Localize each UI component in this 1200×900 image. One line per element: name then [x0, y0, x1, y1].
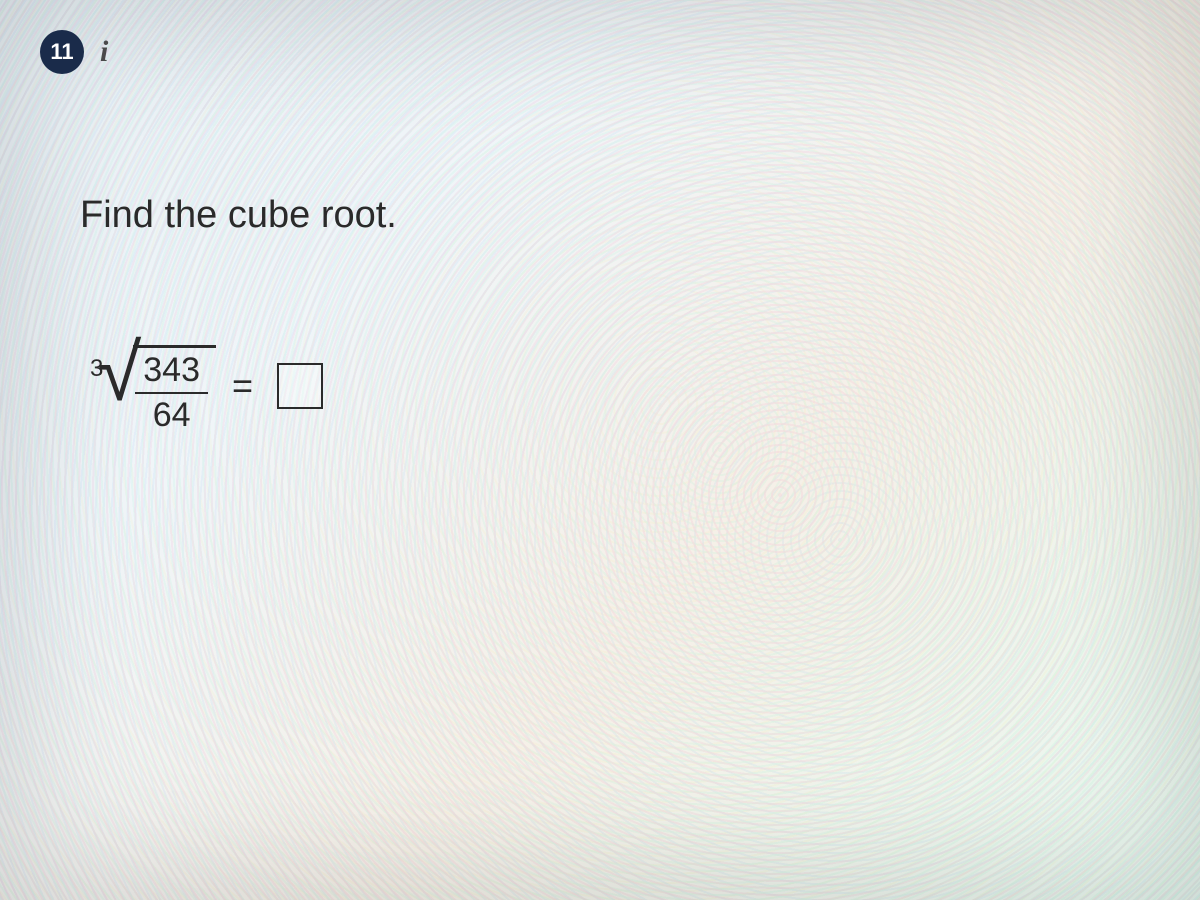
radicand: 343 64	[135, 337, 208, 435]
fraction: 343 64	[135, 351, 208, 435]
question-number-badge: 11	[40, 30, 84, 74]
info-icon[interactable]: i	[100, 35, 108, 69]
answer-input[interactable]	[277, 363, 323, 409]
question-number: 11	[50, 39, 73, 65]
equation-row: 3 √ 343 64 =	[90, 337, 1160, 435]
fraction-bar	[135, 392, 208, 394]
cube-root-expression: 3 √ 343 64	[90, 337, 208, 435]
fraction-numerator: 343	[135, 351, 208, 390]
vinculum-bar	[133, 345, 216, 348]
fraction-denominator: 64	[145, 396, 199, 435]
question-panel: 11 i Find the cube root. 3 √ 343 64 =	[0, 0, 1200, 465]
equals-sign: =	[232, 365, 253, 407]
instruction-text: Find the cube root.	[80, 194, 1160, 237]
question-header: 11 i	[40, 30, 1160, 74]
